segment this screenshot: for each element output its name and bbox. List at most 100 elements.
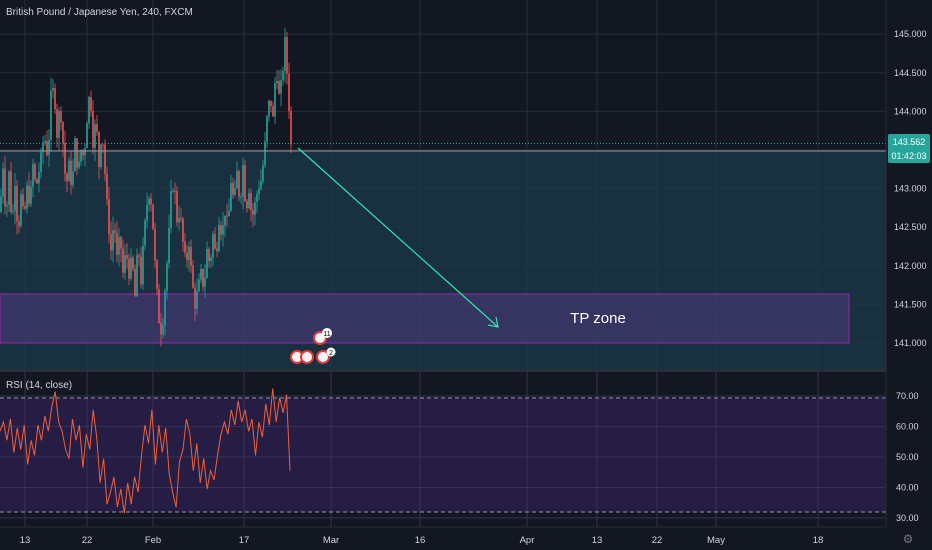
chart-title: British Pound / Japanese Yen, 240, FXCM	[6, 7, 193, 18]
time-tick-label: 22	[82, 535, 93, 546]
candle-body	[158, 289, 160, 324]
candle-body	[214, 234, 216, 249]
candle-body	[210, 257, 212, 262]
rsi-tick-label: 30.00	[896, 513, 919, 523]
countdown-label: 01:42:03	[891, 151, 926, 161]
candle-body	[90, 97, 92, 111]
candle-body	[136, 255, 138, 297]
candle-body	[222, 225, 224, 235]
event-badges[interactable]: 11 2	[290, 328, 336, 364]
price-tick-label: 145.000	[894, 29, 927, 39]
price-tick-label: 144.500	[894, 68, 927, 78]
time-tick-label: May	[707, 535, 725, 546]
candle-body	[240, 196, 242, 198]
candle-body	[176, 191, 178, 223]
rsi-tick-label: 40.00	[896, 482, 919, 492]
candle-body	[102, 144, 104, 146]
candle-body	[184, 241, 186, 253]
candle-body	[280, 80, 282, 94]
rsi-grid	[0, 372, 886, 527]
candle-body	[82, 150, 84, 156]
candle-body	[14, 186, 16, 212]
candle-body	[58, 111, 60, 138]
candle-body	[74, 138, 76, 172]
candle-body	[160, 323, 162, 335]
candle-body	[44, 140, 46, 143]
time-tick-label: Mar	[323, 535, 339, 546]
candle-body	[138, 255, 140, 257]
candle-body	[174, 190, 176, 192]
candle-body	[178, 218, 180, 223]
candle-body	[242, 165, 244, 197]
candle-body	[52, 87, 54, 91]
candle-body	[40, 152, 42, 173]
candle-body	[236, 171, 238, 189]
candle-body	[156, 260, 158, 290]
candle-body	[42, 142, 44, 153]
candle-body	[152, 204, 154, 230]
candle-body	[204, 277, 206, 287]
candle-body	[272, 106, 274, 117]
candle-body	[128, 258, 130, 279]
candle-body	[30, 186, 32, 204]
svg-text:2: 2	[329, 350, 333, 357]
candle-body	[108, 199, 110, 235]
event-flag-2	[300, 350, 314, 364]
candle-body	[62, 122, 64, 143]
forecast-arrow[interactable]	[297, 147, 499, 328]
settings-gear-icon[interactable]: ⚙	[903, 532, 914, 546]
candle-body	[94, 124, 96, 148]
candle-body	[232, 183, 234, 195]
time-tick-label: 13	[592, 535, 603, 546]
candle-body	[10, 171, 12, 213]
candle-body	[220, 225, 222, 235]
candle-body	[140, 256, 142, 285]
candle-body	[88, 97, 90, 124]
candle-body	[266, 116, 268, 142]
time-tick-label: 22	[652, 535, 663, 546]
candle-body	[274, 83, 276, 117]
candle-body	[180, 218, 182, 220]
candle-body	[130, 257, 132, 279]
rsi-axis[interactable]: 70.00 60.00 50.00 40.00 30.00	[896, 391, 919, 523]
candle-body	[198, 279, 200, 292]
candle-body	[172, 190, 174, 192]
candle-body	[46, 140, 48, 155]
candle-body	[38, 172, 40, 184]
candle-body	[106, 173, 108, 200]
candle-body	[122, 248, 124, 273]
candle-body	[68, 160, 70, 182]
candle-body	[146, 204, 148, 221]
candle-body	[202, 268, 204, 287]
candle-body	[268, 100, 270, 117]
rsi-band	[0, 398, 886, 512]
candle-body	[110, 234, 112, 251]
time-tick-label: 16	[415, 535, 426, 546]
tp-zone-rect[interactable]	[0, 293, 850, 344]
candle-body	[98, 132, 100, 168]
candle-body	[4, 168, 6, 207]
candle-body	[66, 173, 68, 182]
candle-body	[18, 221, 20, 226]
price-axis[interactable]: 145.000144.500144.000143.500143.000142.5…	[894, 29, 927, 348]
price-tick-label: 142.000	[894, 261, 927, 271]
rsi-line	[0, 388, 291, 514]
candle-body	[36, 179, 38, 184]
event-badge-11: 11	[313, 328, 332, 345]
time-axis[interactable]: 13 22 Feb 17 Mar 16 Apr 13 22 May 18	[20, 535, 824, 546]
time-tick-label: 13	[20, 535, 31, 546]
candle-body	[100, 144, 102, 168]
candle-body	[288, 73, 290, 112]
candle-body	[104, 144, 106, 174]
svg-text:11: 11	[323, 331, 330, 338]
candle-body	[116, 233, 118, 255]
candle-body	[84, 147, 86, 156]
candle-body	[194, 287, 196, 309]
candle-body	[154, 229, 156, 261]
candle-body	[182, 218, 184, 242]
candle-body	[76, 138, 78, 168]
candle-body	[200, 268, 202, 280]
candle-body	[278, 80, 280, 94]
candle-body	[150, 198, 152, 205]
candle-body	[50, 90, 52, 140]
